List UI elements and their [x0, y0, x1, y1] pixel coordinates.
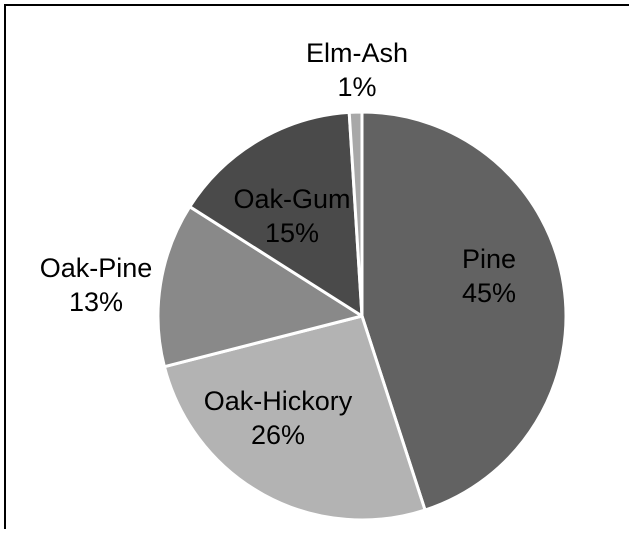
- pie-slice-oak-gum: [188, 110, 364, 318]
- labels-layer: Pine 45% Oak-Hickory 26% Oak-Pine 13% Oak-Gum 1…: [40, 38, 516, 450]
- slice-percent-oak-gum: 15%: [265, 218, 319, 248]
- slice-label-oak-gum: Oak-Gum: [233, 184, 350, 214]
- slice-label-elm-ash: Elm-Ash: [306, 38, 408, 68]
- slice-label-oak-pine: Oak-Pine: [40, 253, 153, 283]
- pie-slice-oak-pine: [156, 205, 364, 369]
- slice-label-pine: Pine: [462, 244, 516, 274]
- slice-percent-oak-hickory: 26%: [251, 420, 305, 450]
- pie-slice-oak-hickory: [162, 314, 427, 522]
- slices-layer: [156, 110, 568, 522]
- slice-percent-elm-ash: 1%: [337, 72, 376, 102]
- slice-label-oak-hickory: Oak-Hickory: [204, 386, 353, 416]
- pie-slice-elm-ash: [347, 110, 364, 318]
- slice-percent-pine: 45%: [462, 278, 516, 308]
- slice-percent-oak-pine: 13%: [69, 287, 123, 317]
- pie-slice-pine: [360, 110, 568, 512]
